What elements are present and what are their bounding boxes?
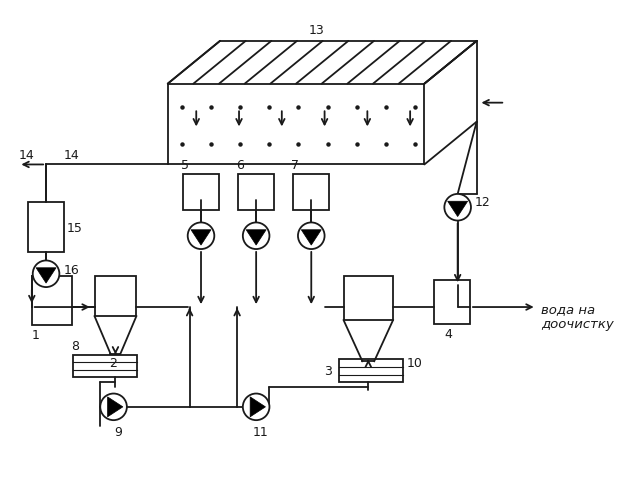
Text: 9: 9 xyxy=(114,426,122,439)
Text: 2: 2 xyxy=(109,358,117,370)
Polygon shape xyxy=(36,268,56,283)
Text: 11: 11 xyxy=(253,426,269,439)
Bar xyxy=(344,276,393,320)
Polygon shape xyxy=(301,230,321,245)
Bar xyxy=(95,276,137,316)
Bar xyxy=(238,174,274,210)
Bar xyxy=(434,280,470,324)
Circle shape xyxy=(243,394,270,420)
Text: 3: 3 xyxy=(324,365,333,378)
Polygon shape xyxy=(191,230,211,245)
Text: 1: 1 xyxy=(32,329,40,342)
Bar xyxy=(183,174,219,210)
Text: 5: 5 xyxy=(181,159,189,172)
Polygon shape xyxy=(107,397,123,417)
Bar xyxy=(72,354,137,378)
Circle shape xyxy=(100,394,127,420)
Circle shape xyxy=(298,222,324,249)
Circle shape xyxy=(188,222,214,249)
Text: 16: 16 xyxy=(63,264,79,278)
Circle shape xyxy=(444,194,471,220)
Text: вода на
доочистку: вода на доочистку xyxy=(541,303,614,331)
Polygon shape xyxy=(250,397,265,417)
Text: 14: 14 xyxy=(19,149,34,162)
Bar xyxy=(32,276,72,325)
Text: 14: 14 xyxy=(63,149,79,162)
Bar xyxy=(339,360,404,382)
Text: 15: 15 xyxy=(67,222,83,235)
Text: 12: 12 xyxy=(475,196,490,209)
Text: 7: 7 xyxy=(291,159,300,172)
Circle shape xyxy=(243,222,270,249)
Text: 6: 6 xyxy=(236,159,244,172)
Text: 8: 8 xyxy=(71,340,79,352)
Polygon shape xyxy=(447,201,467,216)
Text: 13: 13 xyxy=(309,24,325,37)
Bar xyxy=(293,174,329,210)
Bar xyxy=(28,202,64,252)
Circle shape xyxy=(32,260,59,287)
Text: 4: 4 xyxy=(444,328,452,341)
Polygon shape xyxy=(246,230,266,245)
Text: 10: 10 xyxy=(406,358,422,370)
